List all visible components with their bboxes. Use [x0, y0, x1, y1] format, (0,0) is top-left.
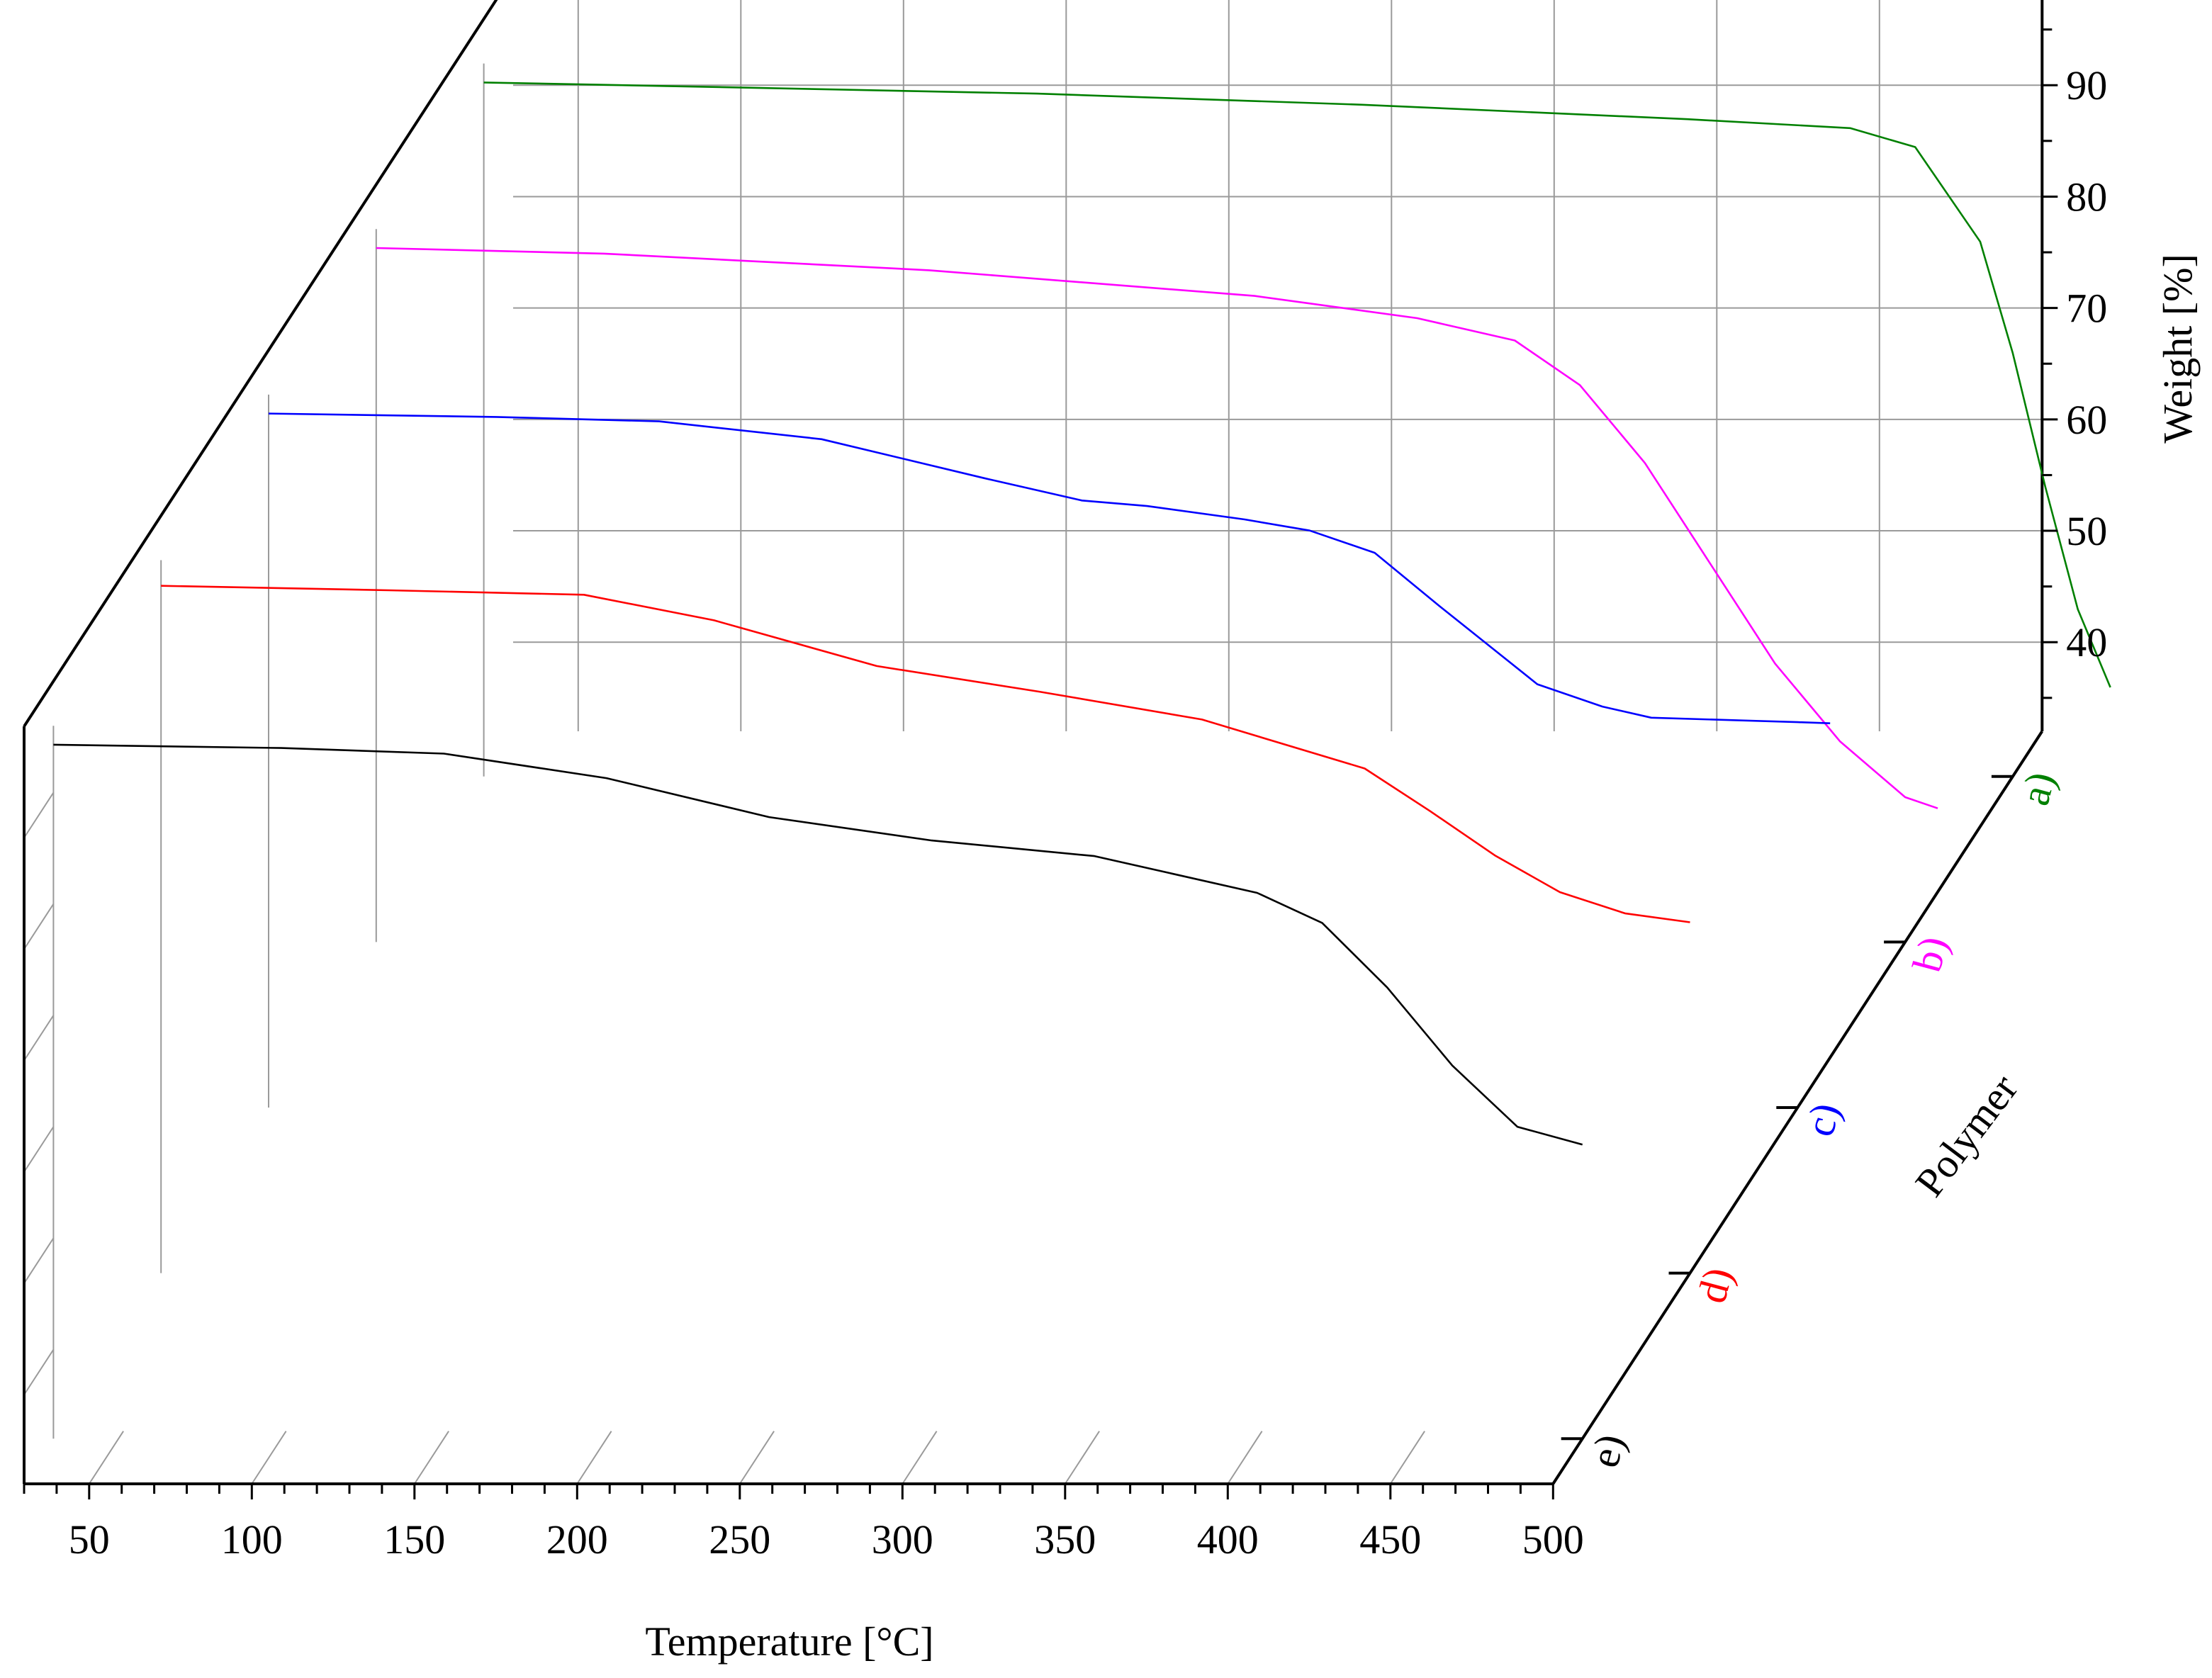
- z-tick-label: a): [2011, 767, 2064, 809]
- floor-gridline: [1064, 1431, 1100, 1485]
- axis-frame: [23, 0, 2044, 1485]
- series-a-curve: [483, 81, 2111, 688]
- x-tick-label: 250: [709, 1516, 770, 1562]
- y-tick-label: 50: [2066, 508, 2107, 554]
- y-tick-label: 60: [2066, 397, 2107, 443]
- z-tick-label: d): [1688, 1263, 1741, 1308]
- x-tick-label: 350: [1034, 1516, 1096, 1562]
- floor-gridline: [251, 1431, 287, 1485]
- floor-gridline: [1389, 1431, 1425, 1485]
- y-tick-label: 70: [2066, 286, 2107, 332]
- grid-lines: [23, 0, 2043, 1485]
- left-wall-stub: [23, 903, 55, 950]
- x-tick-label: 150: [383, 1516, 445, 1562]
- floor-gridline: [739, 1431, 775, 1485]
- top-left-edge: [23, 0, 498, 728]
- z-axis-title: Polymer: [1906, 1066, 2026, 1205]
- z-tick-label: e): [1581, 1429, 1634, 1472]
- x-tick-label: 100: [221, 1516, 283, 1562]
- x-axis-title: Temperature [°C]: [645, 1618, 933, 1665]
- y-tick-label: 90: [2066, 62, 2107, 108]
- x-tick-label: 50: [69, 1516, 110, 1562]
- x-tick-label: 300: [872, 1516, 933, 1562]
- left-wall-stub: [23, 1015, 55, 1062]
- series-b-curve: [376, 247, 1938, 809]
- left-wall-stub: [23, 1237, 55, 1284]
- left-wall-stub: [23, 1348, 55, 1395]
- x-tick-label: 500: [1522, 1516, 1584, 1562]
- floor-gridline: [413, 1431, 449, 1485]
- x-tick-label: 400: [1197, 1516, 1259, 1562]
- y-axis-title: Weight [%]: [2155, 254, 2201, 444]
- series-e-curve: [53, 743, 1583, 1146]
- floor-gridline: [1227, 1431, 1263, 1485]
- data-curves: [53, 81, 2111, 1146]
- axis-labels: Temperature [°C] Weight [%] Polymer: [645, 254, 2201, 1665]
- series-c-curve: [268, 412, 1831, 724]
- floor-gridline: [902, 1431, 938, 1485]
- x-tick-label: 200: [546, 1516, 608, 1562]
- series-d-curve: [161, 585, 1690, 923]
- x-tick-label: 450: [1359, 1516, 1421, 1562]
- z-tick-label: b): [1904, 932, 1957, 977]
- floor-gridline: [576, 1431, 612, 1485]
- y-tick-label: 40: [2066, 619, 2107, 665]
- floor-gridline: [88, 1431, 124, 1485]
- left-wall-stub: [23, 1126, 55, 1173]
- y-tick-label: 80: [2066, 174, 2107, 220]
- left-wall-stub: [23, 792, 55, 838]
- z-tick-label: c): [1796, 1098, 1848, 1141]
- axis-ticks: 50 100 150 200 250 300 350 400 450 500 40 50 60 70 80 9…: [23, 28, 2107, 1562]
